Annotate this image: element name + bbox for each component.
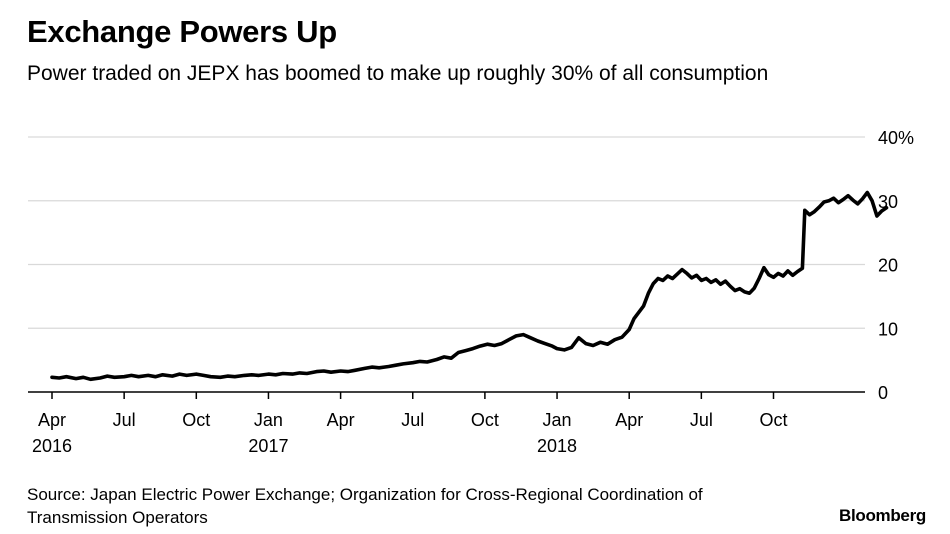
y-tick-label-0: 0 [878,383,888,403]
x-tick-label: Apr [327,410,355,430]
chart-subtitle: Power traded on JEPX has boomed to make … [27,62,769,85]
chart-title: Exchange Powers Up [27,14,337,49]
line-chart: 40% 30 20 10 0 Apr 2016 Jul Oct Jan 2017 Apr Jul Oct J… [28,128,914,456]
x-tick-label: Jan [254,410,283,430]
y-tick-label-20: 20 [878,256,898,276]
x-tick-label: Jul [690,410,713,430]
bloomberg-logo: Bloomberg [838,506,926,525]
y-tick-label-40: 40% [878,128,914,148]
y-tick-label-30: 30 [878,192,898,212]
x-tick-label: Oct [471,410,499,430]
x-tick-label: Oct [182,410,210,430]
x-tick-year-label: 2016 [32,436,72,456]
source-note: Source: Japan Electric Power Exchange; O… [27,485,703,527]
x-tick-year-label: 2017 [248,436,288,456]
x-tick-label: Apr [38,410,66,430]
x-tick-label: Jul [113,410,136,430]
x-tick-year-label: 2018 [537,436,577,456]
x-tick-label: Jul [401,410,424,430]
x-tick-label: Jan [543,410,572,430]
x-tick-label: Apr [615,410,643,430]
y-tick-label-10: 10 [878,319,898,339]
x-tick-label: Oct [759,410,787,430]
data-series-line-0 [50,190,889,382]
